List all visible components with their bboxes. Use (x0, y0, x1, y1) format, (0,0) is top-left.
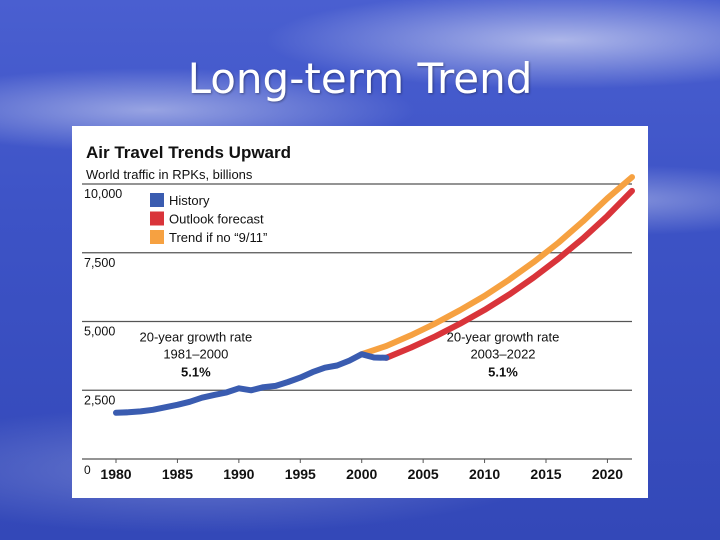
annotation-1-value: 5.1% (488, 365, 518, 380)
annotation-1-title: 20-year growth rate (447, 330, 560, 345)
x-tick-label-5: 2005 (408, 466, 439, 482)
legend-label-1: Outlook forecast (169, 212, 264, 227)
x-tick-label-4: 2000 (346, 466, 377, 482)
series-line-1 (383, 187, 635, 361)
x-tick-label-3: 1995 (285, 466, 316, 482)
y-tick-label-1: 2,500 (84, 393, 115, 407)
slide-title: Long-term Trend (187, 54, 533, 103)
legend-swatch-1 (150, 211, 164, 226)
chart-panel: Air Travel Trends Upward World traffic i… (72, 126, 648, 498)
annotation-0-value: 5.1% (181, 365, 211, 380)
annotation-0-title: 20-year growth rate (139, 330, 252, 345)
annotations: 20-year growth rate 1981–2000 5.1% 20-year … (139, 330, 559, 380)
y-tick-label-3: 7,500 (84, 256, 115, 270)
series-layer (113, 174, 635, 416)
chart-title: Air Travel Trends Upward (86, 143, 291, 162)
legend-label-2: Trend if no “9/11” (169, 230, 267, 245)
series-line-0 (113, 351, 390, 416)
x-tick-label-1: 1985 (162, 466, 193, 482)
y-tick-label-2: 5,000 (84, 325, 115, 339)
x-tick-label-2: 1990 (223, 466, 254, 482)
x-tick-label-8: 2020 (592, 466, 623, 482)
annotation-0-period: 1981–2000 (163, 347, 228, 362)
chart-svg: Air Travel Trends Upward World traffic i… (82, 143, 635, 482)
legend-label-0: History (169, 193, 210, 208)
legend: History Outlook forecast Trend if no “9/11… (150, 193, 267, 245)
x-tick-label-0: 1980 (100, 466, 131, 482)
annotation-1-period: 2003–2022 (470, 347, 535, 362)
x-tick-label-6: 2010 (469, 466, 500, 482)
legend-swatch-0 (150, 193, 164, 207)
x-tick-label-7: 2015 (530, 466, 561, 482)
y-axis-label: World traffic in RPKs, billions (86, 167, 253, 182)
legend-swatch-2 (150, 230, 164, 244)
grid-layer: 0 2,500 5,000 7,500 10,000 1980 1985 1990 1995 20… (82, 183, 632, 482)
y-tick-label-0: 0 (84, 463, 91, 477)
series-line-2 (358, 174, 635, 358)
y-tick-label-4: 10,000 (84, 187, 122, 201)
